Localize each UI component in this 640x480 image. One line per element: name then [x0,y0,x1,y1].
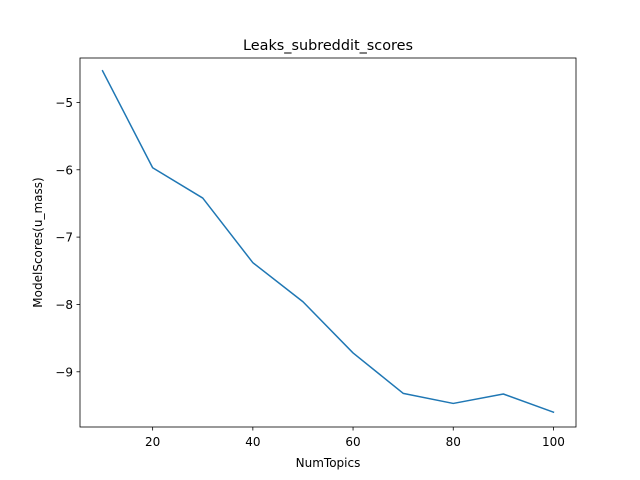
x-axis-label: NumTopics [296,456,361,470]
x-tick-label: 40 [245,435,260,449]
chart-title: Leaks_subreddit_scores [243,38,413,54]
axes-frame [79,57,577,428]
x-tick-label: 20 [145,435,160,449]
y-tick-label: −6 [55,163,73,177]
x-tick-label: 100 [542,435,565,449]
y-axis-label: ModelScores(u_mass) [31,177,45,307]
y-tick-label: −5 [55,96,73,110]
y-tick-label: −7 [55,231,73,245]
x-axis: 20 40 60 80 100 [145,427,565,449]
y-tick-label: −8 [55,298,73,312]
y-axis: −9 −8 −7 −6 −5 [55,96,80,379]
plot-area [101,69,555,414]
x-tick-label: 80 [446,435,461,449]
y-tick-label: −9 [55,365,73,379]
series-line [101,69,555,414]
x-tick-label: 60 [345,435,360,449]
